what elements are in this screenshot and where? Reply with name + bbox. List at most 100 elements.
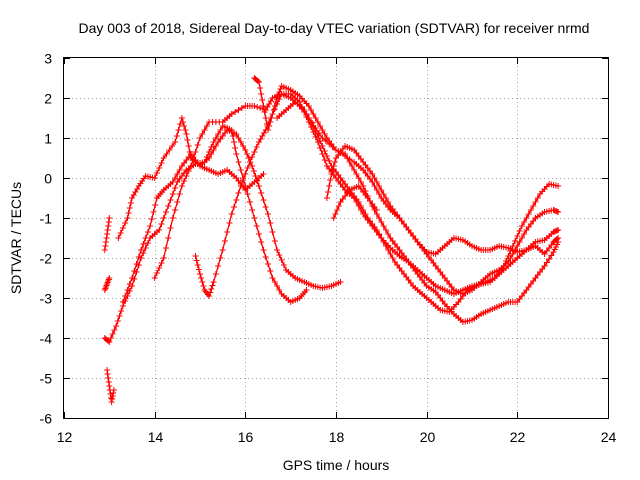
data-point	[160, 155, 167, 161]
series-track-6	[119, 151, 267, 305]
data-point	[233, 151, 240, 157]
data-point	[326, 183, 333, 189]
data-point	[210, 147, 217, 153]
data-point	[272, 99, 279, 105]
data-point	[124, 215, 131, 221]
data-point	[265, 127, 271, 133]
data-point	[314, 133, 321, 139]
data-point	[183, 131, 190, 137]
data-point	[110, 390, 117, 396]
data-point	[274, 247, 281, 253]
data-point	[255, 79, 262, 85]
data-point	[156, 265, 163, 271]
data-point	[275, 92, 282, 98]
series-track-10	[274, 99, 562, 315]
data-point	[106, 275, 113, 281]
data-point	[523, 215, 530, 221]
data-point	[172, 139, 179, 145]
data-point	[269, 229, 276, 235]
data-point	[382, 195, 389, 201]
data-point	[245, 155, 252, 161]
data-point	[303, 287, 310, 293]
data-point	[160, 255, 167, 261]
data-point	[319, 143, 326, 149]
series-track-12	[330, 183, 380, 221]
data-point	[210, 279, 217, 285]
data-point	[351, 167, 358, 173]
data-point	[310, 123, 317, 129]
data-point	[125, 210, 132, 216]
y-axis-label: SDTVAR / TECUs	[8, 182, 24, 294]
data-point	[261, 109, 268, 115]
data-point	[172, 185, 179, 191]
data-point	[514, 233, 521, 239]
data-point	[169, 191, 176, 197]
data-point	[160, 215, 167, 221]
plot-area	[101, 75, 562, 405]
data-point	[140, 241, 147, 247]
data-point	[237, 183, 244, 189]
data-point	[176, 167, 183, 173]
data-point	[532, 199, 539, 205]
data-point	[193, 257, 200, 264]
data-point	[192, 149, 199, 155]
data-point	[233, 131, 240, 137]
data-point	[546, 256, 553, 262]
data-point	[246, 159, 253, 165]
data-point	[104, 371, 111, 377]
data-point	[103, 235, 110, 241]
data-point	[208, 286, 215, 292]
data-point	[255, 183, 262, 189]
data-point	[385, 231, 392, 237]
y-tick-labels: 3 2 1 0 -1 -2 -3 -4 -5 -6	[40, 51, 53, 427]
data-point	[253, 144, 260, 150]
data-point	[113, 323, 120, 329]
data-point	[142, 245, 149, 251]
data-point	[308, 107, 315, 113]
data-point	[262, 204, 269, 210]
data-point	[185, 143, 192, 149]
x-tick-label: 14	[148, 429, 164, 445]
data-point	[151, 175, 158, 181]
data-point	[527, 207, 534, 213]
data-point	[142, 235, 149, 241]
data-point	[109, 393, 116, 399]
axis-ticks	[64, 58, 609, 419]
data-point	[108, 335, 114, 341]
data-point	[215, 263, 222, 269]
data-point	[329, 167, 336, 173]
data-point	[385, 199, 392, 205]
series-track-4	[104, 367, 117, 405]
data-point	[158, 260, 165, 266]
data-point	[554, 236, 560, 242]
y-tick-label: -3	[40, 291, 53, 307]
data-point	[135, 254, 142, 260]
data-point	[126, 281, 133, 287]
data-point	[357, 179, 364, 185]
x-axis-label: GPS time / hours	[283, 457, 390, 473]
data-point	[278, 257, 285, 263]
data-point	[355, 199, 362, 205]
data-point	[174, 171, 181, 177]
data-point	[327, 177, 334, 183]
data-point	[208, 151, 215, 157]
data-point	[163, 209, 169, 215]
y-tick-label: 0	[44, 171, 52, 187]
data-point	[543, 259, 550, 266]
data-point	[274, 95, 281, 101]
data-point	[260, 247, 267, 253]
data-point	[173, 133, 180, 139]
data-point	[378, 235, 385, 241]
data-point	[105, 375, 112, 381]
data-point	[175, 127, 182, 133]
data-point	[200, 283, 207, 289]
x-tick-label: 18	[329, 429, 345, 445]
data-point	[242, 147, 249, 153]
data-point	[521, 219, 528, 225]
data-point	[335, 203, 342, 209]
data-point	[555, 209, 562, 215]
data-point	[518, 223, 525, 229]
data-point	[555, 227, 562, 233]
data-point	[102, 239, 109, 245]
data-point	[269, 275, 276, 281]
